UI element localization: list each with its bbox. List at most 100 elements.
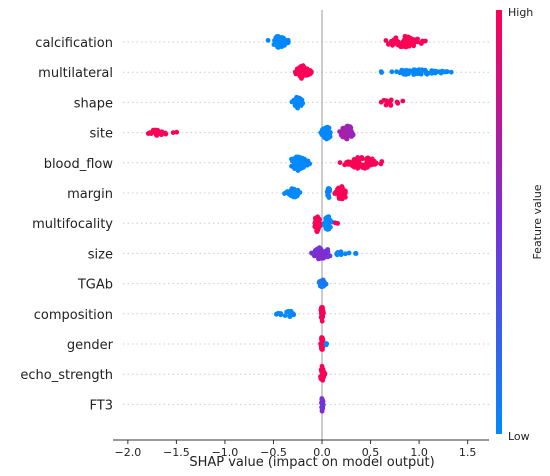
- data-point: [403, 44, 409, 50]
- data-point: [319, 335, 324, 340]
- data-point: [379, 70, 384, 75]
- feature-label: composition: [34, 308, 113, 323]
- data-point: [414, 38, 420, 44]
- data-point: [442, 69, 448, 75]
- data-point: [405, 68, 411, 73]
- data-point: [381, 97, 387, 103]
- data-point: [153, 127, 158, 133]
- data-point: [324, 221, 330, 227]
- data-point: [293, 165, 299, 171]
- data-point: [319, 376, 325, 382]
- data-point: [430, 68, 436, 74]
- data-point: [275, 310, 281, 316]
- data-point: [368, 161, 374, 167]
- feature-label: margin: [67, 187, 113, 202]
- feature-label: gender: [67, 338, 114, 353]
- feature-labels: calcification multilateral shape site blood_…: [20, 36, 113, 413]
- feature-label: multilateral: [38, 66, 113, 81]
- feature-label: echo_strength: [20, 368, 113, 383]
- data-point: [324, 189, 330, 195]
- data-point: [343, 251, 348, 257]
- colorbar-low-label: Low: [508, 430, 530, 443]
- data-point: [411, 43, 416, 49]
- data-point: [298, 73, 304, 79]
- data-point: [282, 38, 287, 44]
- colorbar-high-label: High: [508, 6, 533, 19]
- data-point: [279, 35, 284, 40]
- data-point: [419, 68, 425, 73]
- data-point: [170, 130, 176, 136]
- data-point: [389, 69, 395, 75]
- points-layer: [145, 33, 454, 414]
- data-point: [318, 342, 324, 348]
- feature-label: multifocality: [32, 217, 113, 232]
- data-point: [282, 313, 288, 318]
- data-point: [393, 39, 399, 44]
- feature-label: calcification: [35, 36, 113, 51]
- data-point: [318, 315, 324, 320]
- data-point: [353, 251, 359, 256]
- data-point: [388, 97, 394, 103]
- data-point: [319, 408, 325, 414]
- data-point: [297, 159, 302, 165]
- data-point: [310, 251, 315, 256]
- data-point: [334, 252, 340, 258]
- data-point: [320, 370, 326, 376]
- data-point: [275, 42, 281, 48]
- data-point: [337, 160, 343, 166]
- data-point: [394, 69, 399, 75]
- data-point: [293, 154, 299, 160]
- data-point: [346, 250, 352, 256]
- data-point: [289, 186, 295, 192]
- data-point: [304, 158, 309, 164]
- x-axis: −2.0 −1.5 −1.0 −0.5 0.0 0.5 1.0 1.5: [113, 439, 489, 459]
- data-point: [295, 190, 300, 196]
- data-point: [324, 341, 330, 347]
- data-point: [321, 130, 326, 135]
- data-point: [420, 38, 425, 44]
- data-point: [174, 129, 180, 135]
- data-point: [314, 229, 320, 234]
- x-tick-label: −0.5: [260, 446, 287, 459]
- data-point: [346, 131, 351, 137]
- x-axis-title: SHAP value (impact on model output): [189, 455, 434, 470]
- feature-label: shape: [74, 96, 113, 111]
- data-point: [353, 161, 359, 167]
- data-point: [348, 125, 354, 131]
- feature-label: site: [90, 127, 113, 142]
- x-tick-label: 0.0: [313, 446, 331, 459]
- data-point: [265, 38, 271, 43]
- data-point: [319, 402, 325, 407]
- data-point: [293, 71, 299, 77]
- data-point: [312, 224, 318, 230]
- data-point: [410, 39, 416, 45]
- data-point: [383, 38, 389, 43]
- data-point: [395, 100, 401, 106]
- data-point: [313, 249, 319, 255]
- data-point: [388, 103, 394, 108]
- data-point: [320, 284, 325, 289]
- data-point: [336, 186, 342, 191]
- data-point: [319, 304, 325, 310]
- data-point: [343, 136, 349, 141]
- feature-label: size: [88, 247, 113, 262]
- data-point: [448, 69, 454, 75]
- feature-label: FT3: [90, 398, 113, 413]
- data-point: [412, 67, 418, 73]
- data-point: [289, 163, 294, 169]
- data-point: [319, 363, 325, 369]
- data-point: [316, 217, 322, 222]
- data-point: [340, 130, 345, 136]
- x-tick-label: −1.5: [163, 446, 190, 459]
- data-point: [400, 98, 406, 104]
- data-point: [325, 247, 331, 252]
- colorbar-gradient: [496, 10, 502, 434]
- colorbar-title: Feature value: [531, 184, 544, 259]
- data-point: [303, 69, 309, 74]
- data-point: [287, 314, 293, 319]
- data-point: [385, 99, 391, 105]
- data-point: [399, 67, 405, 73]
- data-point: [386, 41, 392, 47]
- feature-label: blood_flow: [44, 157, 114, 172]
